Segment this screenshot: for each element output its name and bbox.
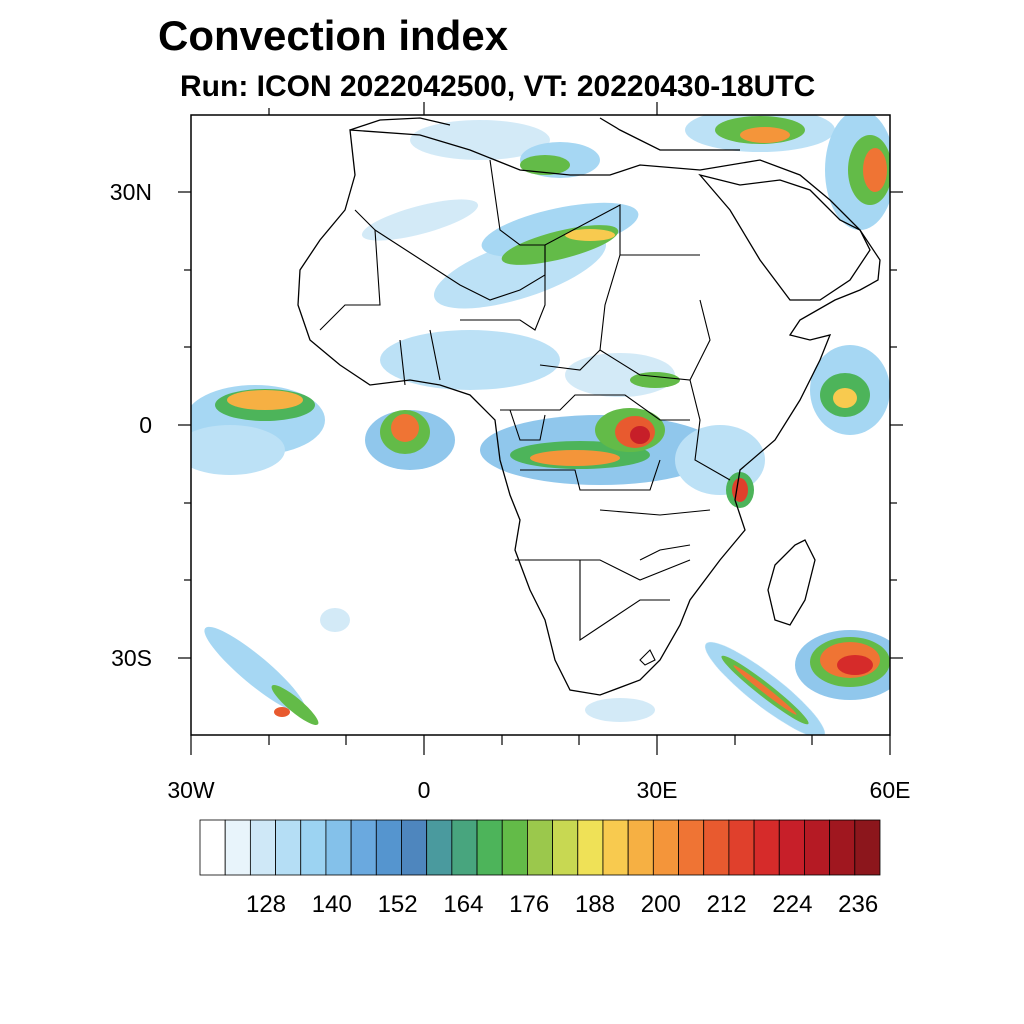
colorbar-swatch (728, 819, 755, 876)
colorbar-swatch (829, 819, 856, 876)
coastlines (297, 117, 881, 696)
y-label-30n: 30N (110, 179, 152, 205)
y-label-0: 0 (139, 412, 152, 438)
chart-title: Convection index (158, 12, 509, 59)
x-axis (190, 102, 891, 755)
colorbar-swatch (527, 819, 553, 876)
colorbar-label: 164 (443, 891, 483, 918)
colorbar-swatch (778, 819, 805, 876)
colorbar-swatch (451, 819, 478, 876)
colorbar-swatch (249, 819, 276, 876)
x-label-60e: 60E (870, 777, 911, 803)
colorbar-swatch (224, 819, 251, 876)
colorbar-label: 140 (312, 891, 352, 918)
colorbar-swatch (652, 819, 679, 876)
x-label-30e: 30E (637, 777, 678, 803)
colorbar-swatch (275, 819, 302, 876)
colorbar-label: 128 (246, 891, 286, 918)
colorbar-swatch (552, 819, 579, 876)
colorbar-swatch (375, 819, 402, 876)
colorbar-swatch (325, 819, 352, 876)
colorbar-swatch (627, 819, 654, 876)
colorbar-swatch (678, 819, 705, 876)
colorbar-swatch (199, 819, 226, 876)
colorbar-label: 236 (838, 891, 878, 918)
colorbar-labels: 128 140 152 164 176 188 200 212 224 236 (246, 891, 878, 918)
country-borders (319, 159, 731, 666)
colorbar-swatch (703, 819, 730, 876)
colorbar-swatch (350, 819, 377, 876)
colorbar-label: 212 (707, 891, 747, 918)
colorbar-swatch (854, 819, 881, 876)
colorbar-swatch (602, 819, 629, 876)
x-label-0: 0 (418, 777, 431, 803)
strong-field (227, 127, 887, 717)
colorbar-swatch (401, 819, 428, 876)
y-axis (178, 191, 903, 659)
colorbar-swatch (753, 819, 780, 876)
colorbar-swatch (300, 819, 327, 876)
chart-subtitle: Run: ICON 2022042500, VT: 20220430-18UTC (180, 70, 816, 103)
colorbar-label: 200 (641, 891, 681, 918)
colorbar-swatch (426, 819, 453, 876)
colorbar-swatch (476, 819, 503, 876)
colorbar-label: 152 (378, 891, 418, 918)
field-layer (191, 115, 890, 735)
colorbar-label: 188 (575, 891, 615, 918)
y-label-30s: 30S (111, 645, 152, 671)
colorbar (199, 819, 881, 876)
colorbar-swatch (577, 819, 604, 876)
colorbar-label: 176 (509, 891, 549, 918)
x-label-30w: 30W (167, 777, 215, 803)
colorbar-swatch (501, 819, 528, 876)
colorbar-swatch (804, 819, 831, 876)
colorbar-label: 224 (772, 891, 812, 918)
